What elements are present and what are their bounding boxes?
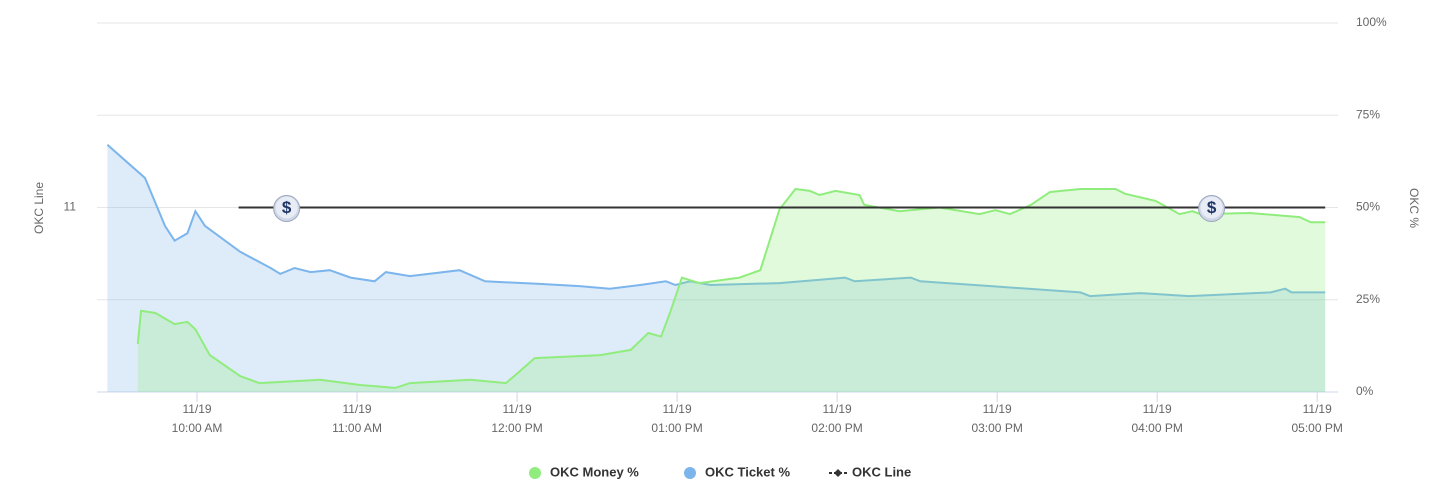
marker-inner (275, 196, 298, 219)
x-tick-date: 11/19 (1303, 402, 1332, 416)
legend-text: OKC Money % (550, 464, 639, 479)
marker-inner (1200, 196, 1223, 219)
y2-tick-label: 50% (1356, 200, 1380, 214)
marker-symbol: $ (282, 198, 292, 217)
dollar-marker: $ (273, 195, 301, 222)
x-tick-date: 11/19 (663, 402, 692, 416)
legend-item[interactable]: OKC Money % (529, 464, 639, 479)
x-tick-time: 02:00 PM (811, 421, 862, 435)
y2-tick-label: 25% (1356, 292, 1380, 306)
legend-symbol (529, 467, 541, 479)
x-tick-time: 12:00 PM (491, 421, 542, 435)
y2-tick-label: 100% (1356, 15, 1387, 29)
legend-symbol-diamond (834, 469, 842, 477)
x-tick-date: 11/19 (182, 402, 211, 416)
series-area (137, 189, 1326, 392)
x-tick-date: 11/19 (502, 402, 531, 416)
y2-tick-label: 75% (1356, 107, 1380, 121)
y-axis-title: OKC Line (32, 182, 46, 234)
legend-item[interactable]: OKC Line (829, 464, 911, 479)
y2-axis-title: OKC % (1407, 188, 1421, 228)
legend-text: OKC Line (852, 464, 911, 479)
x-tick-time: 01:00 PM (651, 421, 702, 435)
x-tick-time: 04:00 PM (1131, 421, 1182, 435)
y2-tick-label: 0% (1356, 384, 1374, 398)
x-tick-time: 10:00 AM (172, 421, 223, 435)
x-tick-date: 11/19 (823, 402, 852, 416)
series-line (106, 144, 1326, 298)
x-tick-time: 03:00 PM (971, 421, 1022, 435)
x-tick-date: 11/19 (342, 402, 371, 416)
x-tick-time: 05:00 PM (1292, 421, 1343, 435)
y-tick-label: 11 (64, 200, 77, 214)
legend-item[interactable]: OKC Ticket % (684, 464, 790, 479)
legend-symbol (684, 467, 696, 479)
series-line (136, 187, 1326, 389)
marker-symbol: $ (1207, 198, 1217, 217)
x-tick-date: 11/19 (983, 402, 1012, 416)
dollar-marker: $ (1198, 195, 1226, 222)
legend-text: OKC Ticket % (705, 464, 790, 479)
x-tick-date: 11/19 (1143, 402, 1172, 416)
series-area (107, 144, 1326, 392)
x-tick-time: 11:00 AM (332, 421, 382, 435)
